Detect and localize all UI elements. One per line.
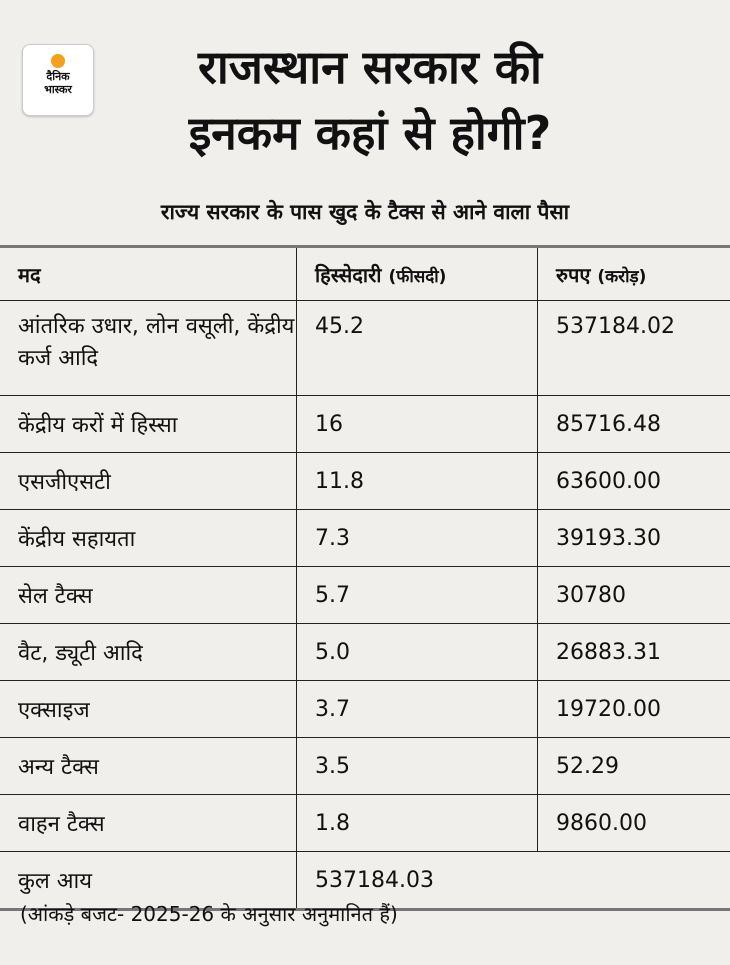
cell-share: 16: [296, 395, 538, 453]
cell-item: वैट, ड्यूटी आदि: [0, 623, 297, 681]
table-row: सेल टैक्स 5.7 30780: [0, 566, 730, 624]
cell-item: सेल टैक्स: [0, 566, 297, 624]
total-value: 537184.03: [296, 851, 730, 910]
cell-amount: 63600.00: [537, 452, 730, 510]
cell-share: 11.8: [296, 452, 538, 510]
title-line1: राजस्थान सरकार की: [198, 40, 542, 94]
cell-share: 7.3: [296, 509, 538, 567]
cell-amount: 9860.00: [537, 794, 730, 852]
header-share-label: हिस्सेदारी: [315, 262, 382, 287]
table-row: वैट, ड्यूटी आदि 5.0 26883.31: [0, 623, 730, 681]
header-item: मद: [0, 246, 297, 301]
cell-amount: 30780: [537, 566, 730, 624]
header-share: हिस्सेदारी (फीसदी): [296, 246, 538, 301]
cell-amount: 26883.31: [537, 623, 730, 681]
cell-share: 1.8: [296, 794, 538, 852]
cell-item: अन्य टैक्स: [0, 737, 297, 795]
logo-line1: दैनिक: [46, 70, 70, 83]
table-row: वाहन टैक्स 1.8 9860.00: [0, 794, 730, 852]
income-table: मद हिस्सेदारी (फीसदी) रुपए (करोड़) आंतरि…: [0, 245, 730, 911]
header-amount-unit: (करोड़): [597, 266, 647, 287]
header-share-unit: (फीसदी): [388, 266, 447, 287]
cell-share: 3.5: [296, 737, 538, 795]
cell-share: 45.2: [296, 300, 538, 396]
header-item-label: मद: [18, 262, 41, 287]
title-line2: इनकम कहां से होगी?: [188, 106, 552, 160]
cell-item: एसजीएसटी: [0, 452, 297, 510]
cell-amount: 537184.02: [537, 300, 730, 396]
cell-item: एक्साइज: [0, 680, 297, 738]
cell-item: केंद्रीय सहायता: [0, 509, 297, 567]
cell-share: 5.7: [296, 566, 538, 624]
subtitle: राज्य सरकार के पास खुद के टैक्स से आने व…: [160, 200, 570, 224]
total-label: कुल आय: [0, 851, 297, 910]
cell-item: वाहन टैक्स: [0, 794, 297, 852]
dainik-bhaskar-logo: दैनिक भास्कर: [22, 44, 94, 116]
cell-share: 3.7: [296, 680, 538, 738]
table-row: एसजीएसटी 11.8 63600.00: [0, 452, 730, 510]
sun-icon: [51, 54, 65, 68]
cell-amount: 85716.48: [537, 395, 730, 453]
table-row: आंतरिक उधार, लोन वसूली, केंद्रीय कर्ज आद…: [0, 300, 730, 396]
table-row: केंद्रीय करों में हिस्सा 16 85716.48: [0, 395, 730, 453]
header-amount: रुपए (करोड़): [537, 246, 730, 301]
table-row: एक्साइज 3.7 19720.00: [0, 680, 730, 738]
logo-line2: भास्कर: [44, 83, 72, 96]
page-title: राजस्थान सरकार की इनकम कहां से होगी?: [110, 34, 630, 166]
header-amount-label: रुपए: [556, 262, 591, 287]
table-row: केंद्रीय सहायता 7.3 39193.30: [0, 509, 730, 567]
total-row: कुल आय 537184.03: [0, 851, 730, 910]
table-row: अन्य टैक्स 3.5 52.29: [0, 737, 730, 795]
cell-amount: 19720.00: [537, 680, 730, 738]
table-header-row: मद हिस्सेदारी (फीसदी) रुपए (करोड़): [0, 246, 730, 301]
footnote: (आंकड़े बजट- 2025-26 के अनुसार अनुमानित …: [20, 902, 398, 926]
cell-item: आंतरिक उधार, लोन वसूली, केंद्रीय कर्ज आद…: [0, 300, 297, 396]
cell-amount: 52.29: [537, 737, 730, 795]
cell-share: 5.0: [296, 623, 538, 681]
cell-amount: 39193.30: [537, 509, 730, 567]
cell-item: केंद्रीय करों में हिस्सा: [0, 395, 297, 453]
